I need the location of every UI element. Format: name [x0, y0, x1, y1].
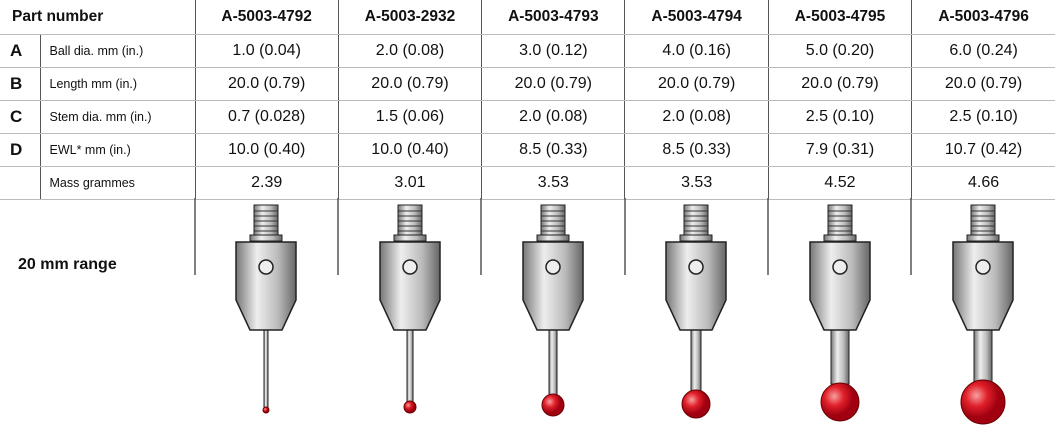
- spec-row: D EWL* mm (in.) 10.0 (0.40) 10.0 (0.40) 8.5 …: [0, 133, 1055, 167]
- row-letter: D: [0, 133, 40, 167]
- cell-value: 20.0 (0.79): [767, 67, 912, 101]
- cell-value: 10.7 (0.42): [911, 133, 1055, 167]
- part-number: A-5003-2932: [337, 0, 482, 35]
- cell-value: 7.9 (0.31): [767, 133, 912, 167]
- stylus: [235, 204, 297, 414]
- cell-value: 4.52: [767, 166, 912, 200]
- row-letter: A: [0, 34, 40, 68]
- cell-value: 3.01: [337, 166, 482, 200]
- part-number: A-5003-4793: [481, 0, 625, 35]
- cell-value: 3.53: [624, 166, 769, 200]
- row-letter: C: [0, 100, 40, 134]
- row-label: Stem dia. mm (in.): [39, 100, 195, 134]
- cell-value: 0.7 (0.028): [194, 100, 339, 134]
- stylus: [809, 204, 871, 422]
- stylus: [379, 204, 441, 414]
- cell-value: 2.39: [194, 166, 339, 200]
- cell-value: 10.0 (0.40): [337, 133, 482, 167]
- part-number: A-5003-4792: [194, 0, 339, 35]
- cell-value: 1.0 (0.04): [194, 34, 339, 68]
- spec-row: B Length mm (in.) 20.0 (0.79) 20.0 (0.79) 20…: [0, 67, 1055, 101]
- row-label: Mass grammes: [39, 166, 195, 200]
- row-label: Ball dia. mm (in.): [39, 34, 195, 68]
- cell-value: 20.0 (0.79): [911, 67, 1055, 101]
- header-row: Part number A-5003-4792 A-5003-2932 A-5003…: [0, 0, 1055, 35]
- spec-row: C Stem dia. mm (in.) 0.7 (0.028) 1.5 (0.06)…: [0, 100, 1055, 134]
- cell-value: 2.0 (0.08): [337, 34, 482, 68]
- spec-table: Part number A-5003-4792 A-5003-2932 A-5003…: [0, 0, 1055, 200]
- stylus: [952, 204, 1014, 425]
- row-label: EWL* mm (in.): [39, 133, 195, 167]
- cell-value: 20.0 (0.79): [624, 67, 769, 101]
- cell-value: 2.5 (0.10): [767, 100, 912, 134]
- stylus: [665, 204, 727, 419]
- row-letter: B: [0, 67, 40, 101]
- cell-value: 2.0 (0.08): [624, 100, 769, 134]
- range-label: 20 mm range: [18, 256, 117, 273]
- cell-value: 8.5 (0.33): [481, 133, 625, 167]
- cell-value: 2.5 (0.10): [911, 100, 1055, 134]
- cell-value: 3.53: [481, 166, 625, 200]
- part-number-label: Part number: [0, 0, 195, 35]
- part-number: A-5003-4795: [767, 0, 912, 35]
- cell-value: 10.0 (0.40): [194, 133, 339, 167]
- spec-row: Mass grammes 2.39 3.01 3.53 3.53 4.52 4.66: [0, 166, 1055, 200]
- row-label: Length mm (in.): [39, 67, 195, 101]
- cell-value: 6.0 (0.24): [911, 34, 1055, 68]
- spec-row: A Ball dia. mm (in.) 1.0 (0.04) 2.0 (0.08) 3…: [0, 34, 1055, 68]
- cell-value: 2.0 (0.08): [481, 100, 625, 134]
- stylus: [522, 204, 584, 417]
- cell-value: 1.5 (0.06): [337, 100, 482, 134]
- cell-value: 8.5 (0.33): [624, 133, 769, 167]
- part-number: A-5003-4796: [911, 0, 1055, 35]
- cell-value: 20.0 (0.79): [337, 67, 482, 101]
- cell-value: 20.0 (0.79): [194, 67, 339, 101]
- cell-value: 3.0 (0.12): [481, 34, 625, 68]
- cell-value: 4.0 (0.16): [624, 34, 769, 68]
- cell-value: 20.0 (0.79): [481, 67, 625, 101]
- cell-value: 5.0 (0.20): [767, 34, 912, 68]
- cell-value: 4.66: [911, 166, 1055, 200]
- row-letter: [0, 166, 40, 200]
- part-number: A-5003-4794: [624, 0, 769, 35]
